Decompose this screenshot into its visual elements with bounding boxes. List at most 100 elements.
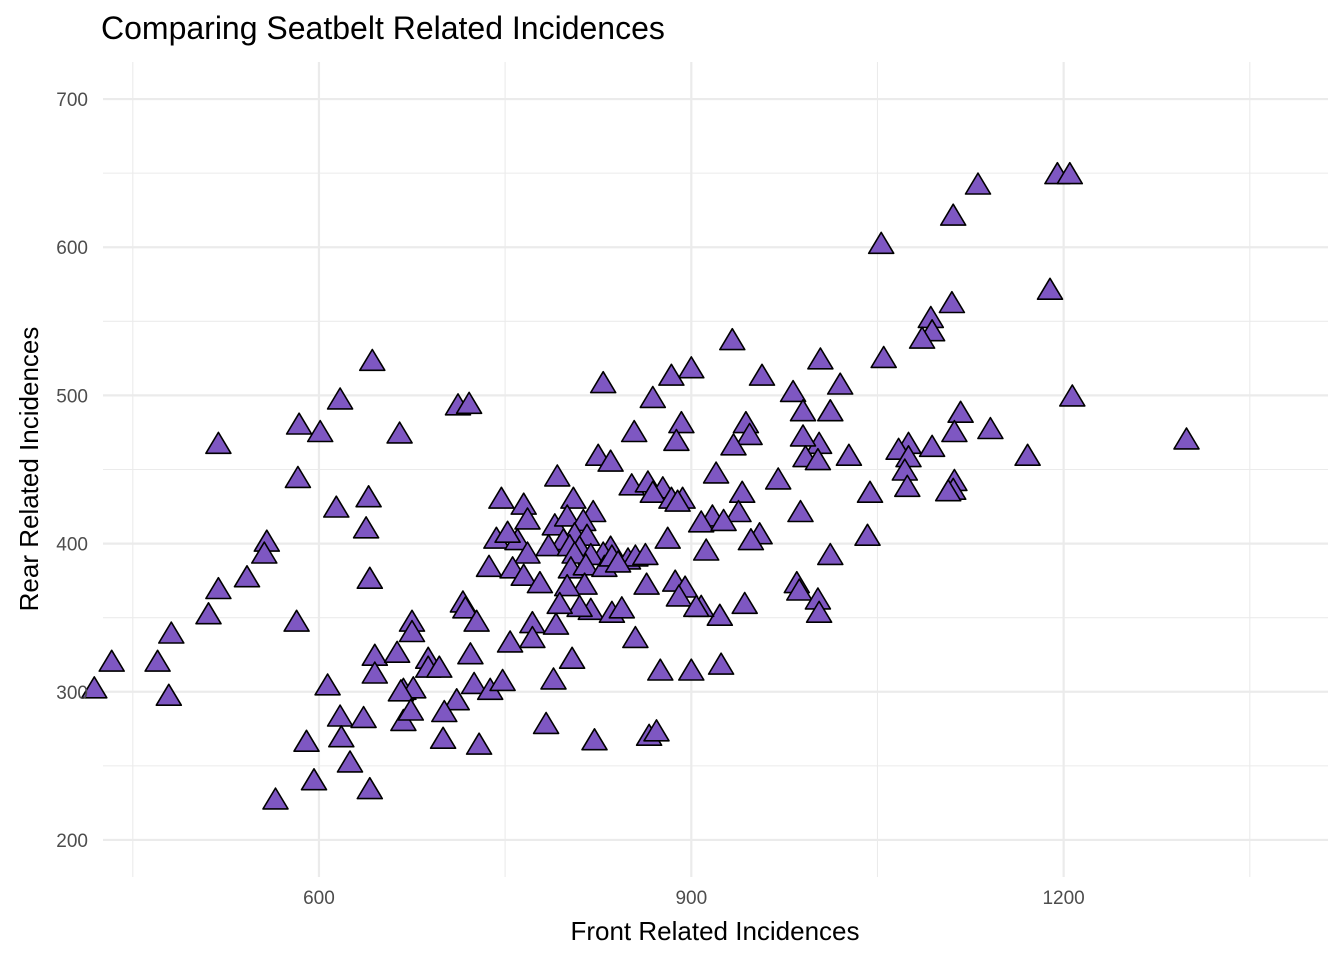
x-tick-label: 600 [303,888,335,909]
data-point-triangle [664,489,691,512]
data-point-triangle [785,578,813,601]
data-point-triangle [532,711,560,735]
data-point-triangle [571,572,598,595]
data-point-triangle [870,345,898,369]
data-point-triangle [835,443,863,467]
data-point-triangle [284,465,312,489]
y-tick-label: 600 [56,238,88,259]
data-point-triangle [589,370,617,394]
data-point-triangle [144,649,171,672]
data-point-triangle [352,516,380,539]
data-point-triangle [326,704,354,727]
y-axis-title: Rear Related Incidences [14,327,44,612]
data-point-triangle [787,499,814,523]
data-point-triangle [736,422,763,446]
data-point-triangle [934,479,962,502]
data-point-triangle [977,416,1004,440]
data-point-triangle [1059,384,1086,407]
data-point-triangle [463,609,490,632]
data-point-triangle [283,609,310,632]
data-point-triangle [918,434,946,458]
data-point-triangle [893,474,921,498]
data-point-triangle [964,172,992,195]
data-point-triangle [718,327,746,351]
x-axis-title: Front Related Incidences [570,916,859,946]
data-point-triangle [779,379,807,403]
data-point-triangle [262,787,289,810]
data-point-triangle [361,661,389,684]
data-point-triangle [632,542,659,566]
data-point-triangle [566,594,593,618]
data-point-triangle [465,732,493,755]
data-point-triangle [807,347,834,370]
data-point-triangle [356,776,384,800]
data-point-triangle [398,619,426,643]
data-point-triangle [1036,277,1064,301]
data-point-triangle [293,729,320,753]
data-point-triangle [804,447,832,471]
data-point-triangle [633,572,660,595]
data-point-triangle [1056,161,1084,185]
data-point-triangle [620,419,648,443]
data-point-triangle [233,564,261,588]
y-tick-label: 300 [56,683,88,704]
data-point-triangle [358,348,386,372]
data-point-triangle [205,431,232,455]
data-point-triangle [336,750,364,773]
data-point-triangle [387,679,415,702]
data-point-triangle [327,724,355,748]
data-point-triangle [514,507,541,530]
data-point-triangle [326,387,354,410]
data-point-triangle [155,683,183,707]
data-point-triangle [938,290,966,314]
data-point-triangle [728,480,756,504]
data-point-triangle [496,630,524,653]
data-point-triangle [720,433,747,456]
data-point-triangle [908,326,936,349]
data-point-triangle [737,527,765,551]
data-point-triangle [710,508,737,532]
data-point-triangle [867,231,895,255]
data-point-triangle [510,492,538,515]
data-point-triangle [654,526,682,549]
data-point-triangle [748,363,776,386]
data-point-triangle [455,391,483,415]
data-point-triangle [692,538,720,561]
data-point-triangle [542,612,570,635]
grid [103,62,1328,877]
data-point-triangle [702,461,730,484]
data-point-triangle [663,428,690,452]
x-tick-label: 1200 [1042,888,1084,909]
data-point-triangle [430,699,458,723]
data-point-triangle [789,398,817,422]
data-point-triangle [665,584,693,607]
data-point-triangle [81,676,108,699]
data-point-triangle [668,410,695,434]
data-point-triangle [475,554,503,578]
data-point-triangle [526,570,554,594]
data-point-triangle [947,400,974,424]
chart-title: Comparing Seatbelt Related Incidences [101,10,665,46]
data-point-triangle [731,591,759,615]
data-point-triangle [546,591,574,615]
data-point-triangle [306,419,334,443]
data-point-triangle [488,486,515,509]
data-point-triangle [98,649,125,672]
data-point-triangle [285,412,313,435]
data-point-triangle [553,504,581,527]
data-point-triangle [514,541,541,564]
data-point-triangle [443,687,471,711]
data-point-triangle [854,523,881,547]
data-point-triangle [646,658,674,681]
data-point-triangle [682,594,710,618]
tick-labels: 600 900 1200 200 300 400 500 600 700 [56,90,1084,909]
data-point-triangle [560,486,587,509]
data-point-triangle [687,510,715,533]
data-point-triangle [816,398,844,422]
data-point-triangle [489,668,516,692]
data-point-triangle [158,621,185,644]
data-point-triangle [826,372,854,395]
data-point-triangle [195,601,222,625]
data-point-triangle [356,566,384,590]
